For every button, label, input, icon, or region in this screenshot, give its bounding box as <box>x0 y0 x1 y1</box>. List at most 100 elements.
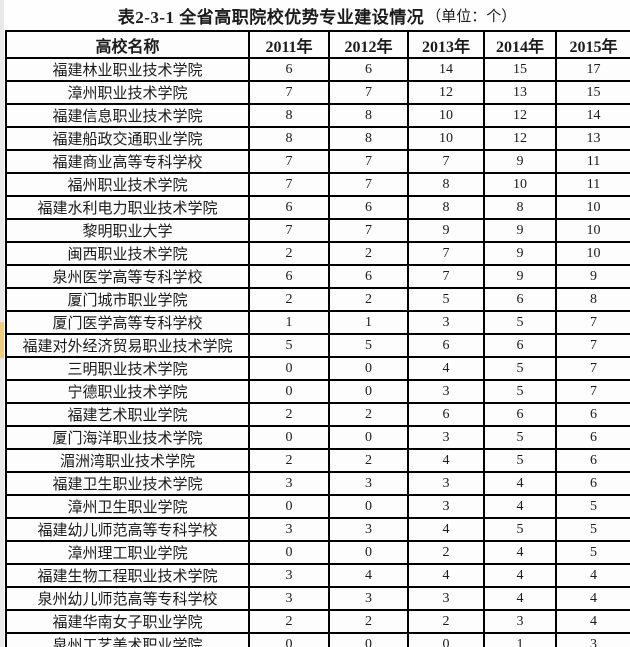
value-cell: 6 <box>328 195 409 220</box>
column-header-year: 2013年 <box>407 30 485 59</box>
value-cell: 6 <box>248 264 330 289</box>
value-cell: 6 <box>555 402 630 427</box>
table-row: 厦门医学高等专科学校 1 1 3 5 7 <box>5 310 630 335</box>
value-cell: 8 <box>328 103 409 128</box>
value-cell: 10 <box>483 172 557 197</box>
value-cell: 15 <box>483 57 557 82</box>
value-cell: 9 <box>483 264 557 289</box>
table-row: 漳州职业技术学院 7 7 12 13 15 <box>5 80 630 105</box>
value-cell: 7 <box>328 172 409 197</box>
value-cell: 5 <box>555 517 630 542</box>
value-cell: 6 <box>248 57 330 82</box>
school-name-cell: 泉州医学高等专科学校 <box>5 264 250 289</box>
left-gutter-strip <box>0 0 4 647</box>
value-cell: 4 <box>407 517 485 542</box>
school-name-cell: 福建卫生职业技术学院 <box>5 471 250 496</box>
value-cell: 5 <box>483 356 557 381</box>
value-cell: 14 <box>407 57 485 82</box>
value-cell: 11 <box>555 172 630 197</box>
table-row: 漳州卫生职业学院 0 0 3 4 5 <box>5 494 630 519</box>
table-row: 漳州理工职业学院 0 0 2 4 5 <box>5 540 630 565</box>
table-header: 高校名称 2011年 2012年 2013年 2014年 2015年 <box>5 30 630 59</box>
table-title-text: 表2-3-1 全省高职院校优势专业建设情况 <box>117 7 425 27</box>
value-cell: 8 <box>407 195 485 220</box>
value-cell: 6 <box>555 425 630 450</box>
value-cell: 2 <box>248 287 330 312</box>
value-cell: 4 <box>328 563 409 588</box>
value-cell: 7 <box>248 172 330 197</box>
value-cell: 8 <box>555 287 630 312</box>
school-name-cell: 福建生物工程职业技术学院 <box>5 563 250 588</box>
school-name-cell: 漳州卫生职业学院 <box>5 494 250 519</box>
table-row: 宁德职业技术学院 0 0 3 5 7 <box>5 379 630 404</box>
table-row: 福建水利电力职业技术学院 6 6 8 8 10 <box>5 195 630 220</box>
value-cell: 14 <box>555 103 630 128</box>
value-cell: 3 <box>407 494 485 519</box>
value-cell: 3 <box>328 517 409 542</box>
value-cell: 7 <box>248 218 330 243</box>
value-cell: 0 <box>248 379 330 404</box>
table-row: 福建幼儿师范高等专科学校 3 3 4 5 5 <box>5 517 630 542</box>
value-cell: 0 <box>328 632 409 647</box>
value-cell: 0 <box>248 540 330 565</box>
table-row: 黎明职业大学 7 7 9 9 10 <box>5 218 630 243</box>
value-cell: 0 <box>328 356 409 381</box>
value-cell: 3 <box>407 425 485 450</box>
table-row: 泉州幼儿师范高等专科学校 3 3 3 4 4 <box>5 586 630 611</box>
value-cell: 3 <box>407 471 485 496</box>
school-name-cell: 泉州工艺美术职业学院 <box>5 632 250 647</box>
value-cell: 7 <box>407 241 485 266</box>
school-name-cell: 福建华南女子职业学院 <box>5 609 250 634</box>
table-row: 闽西职业技术学院 2 2 7 9 10 <box>5 241 630 266</box>
table-row: 泉州医学高等专科学校 6 6 7 9 9 <box>5 264 630 289</box>
school-name-cell: 福建信息职业技术学院 <box>5 103 250 128</box>
value-cell: 6 <box>555 471 630 496</box>
value-cell: 6 <box>483 402 557 427</box>
value-cell: 8 <box>483 195 557 220</box>
school-name-cell: 黎明职业大学 <box>5 218 250 243</box>
value-cell: 6 <box>483 333 557 358</box>
table-body: 福建林业职业技术学院 6 6 14 15 17 漳州职业技术学院 7 7 12 13 15 福建信息职业… <box>5 57 630 647</box>
value-cell: 10 <box>407 103 485 128</box>
table-row: 福建生物工程职业技术学院 3 4 4 4 4 <box>5 563 630 588</box>
school-name-cell: 泉州幼儿师范高等专科学校 <box>5 586 250 611</box>
value-cell: 7 <box>407 149 485 174</box>
value-cell: 0 <box>328 494 409 519</box>
value-cell: 8 <box>248 103 330 128</box>
value-cell: 6 <box>328 264 409 289</box>
school-name-cell: 福建艺术职业学院 <box>5 402 250 427</box>
value-cell: 11 <box>555 149 630 174</box>
value-cell: 7 <box>248 149 330 174</box>
value-cell: 0 <box>407 632 485 647</box>
value-cell: 9 <box>555 264 630 289</box>
value-cell: 4 <box>555 586 630 611</box>
table-row: 福建林业职业技术学院 6 6 14 15 17 <box>5 57 630 82</box>
value-cell: 10 <box>555 218 630 243</box>
value-cell: 6 <box>483 287 557 312</box>
table-row: 福建艺术职业学院 2 2 6 6 6 <box>5 402 630 427</box>
school-name-cell: 闽西职业技术学院 <box>5 241 250 266</box>
table-row: 福建商业高等专科学校 7 7 7 9 11 <box>5 149 630 174</box>
value-cell: 4 <box>483 494 557 519</box>
school-name-cell: 福州职业技术学院 <box>5 172 250 197</box>
school-name-cell: 福建商业高等专科学校 <box>5 149 250 174</box>
value-cell: 12 <box>483 126 557 151</box>
value-cell: 0 <box>248 632 330 647</box>
value-cell: 2 <box>328 241 409 266</box>
value-cell: 6 <box>248 195 330 220</box>
column-header-school-name: 高校名称 <box>5 30 250 59</box>
value-cell: 0 <box>248 494 330 519</box>
value-cell: 2 <box>407 609 485 634</box>
value-cell: 10 <box>555 241 630 266</box>
value-cell: 8 <box>248 126 330 151</box>
school-name-cell: 福建船政交通职业学院 <box>5 126 250 151</box>
value-cell: 4 <box>483 586 557 611</box>
value-cell: 9 <box>483 241 557 266</box>
value-cell: 3 <box>483 609 557 634</box>
value-cell: 5 <box>483 517 557 542</box>
school-name-cell: 厦门医学高等专科学校 <box>5 310 250 335</box>
value-cell: 0 <box>328 425 409 450</box>
table-row: 福州职业技术学院 7 7 8 10 11 <box>5 172 630 197</box>
value-cell: 5 <box>328 333 409 358</box>
